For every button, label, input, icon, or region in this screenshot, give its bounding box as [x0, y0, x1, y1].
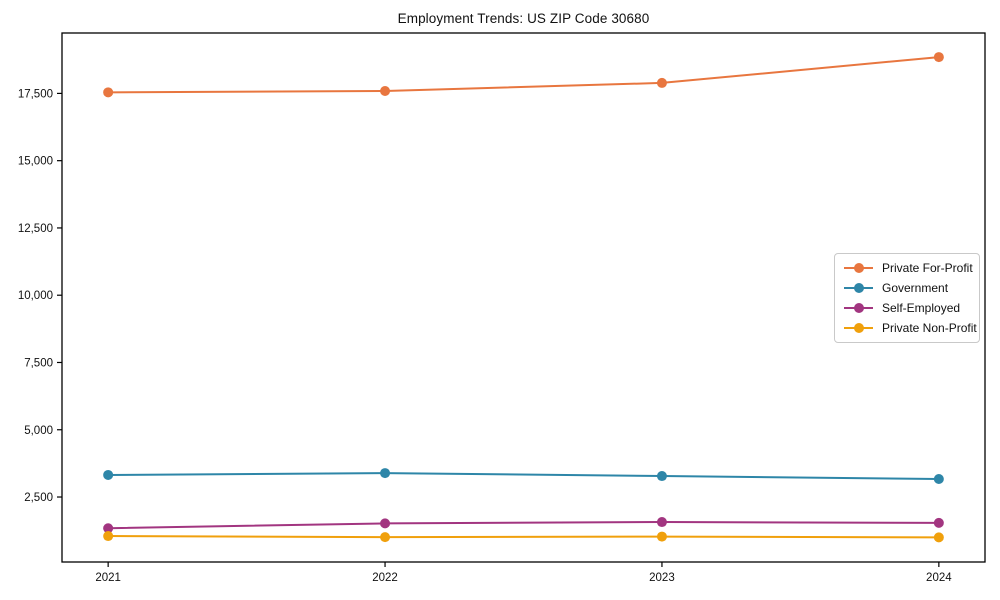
series-line	[107, 56, 940, 94]
data-point-marker	[933, 52, 944, 63]
x-tick-label: 2022	[372, 572, 398, 584]
x-tick-label: 2024	[926, 572, 952, 584]
legend-item: Government	[844, 281, 970, 295]
legend-item: Private For-Profit	[844, 261, 973, 275]
y-tick-label: 15,000	[18, 156, 53, 168]
data-point-marker	[103, 87, 114, 98]
data-point-marker	[656, 77, 667, 88]
legend-marker-dot	[853, 263, 864, 273]
y-tick-label: 12,500	[18, 223, 53, 235]
legend-label: Government	[882, 281, 949, 295]
legend-label: Private For-Profit	[882, 261, 973, 275]
y-tick-label: 2,500	[24, 492, 53, 504]
data-point-marker	[933, 473, 944, 484]
legend-line-marker-icon	[844, 282, 873, 294]
data-point-marker	[656, 517, 667, 528]
y-tick-label: 5,000	[24, 425, 53, 437]
chart-title: Employment Trends: US ZIP Code 30680	[397, 11, 650, 26]
legend-marker-dot	[853, 283, 864, 293]
legend-item: Private Non-Profit	[844, 321, 977, 335]
chart-legend: Private For-Profit Government Self-Employe…	[834, 253, 980, 343]
legend-line-marker-icon	[844, 262, 873, 274]
legend-line-marker-icon	[844, 322, 873, 334]
data-point-marker	[380, 468, 391, 479]
data-point-marker	[380, 518, 391, 529]
series-line	[107, 472, 940, 480]
y-tick-label: 7,500	[24, 357, 53, 369]
legend-label: Self-Employed	[882, 301, 961, 315]
legend-label: Private Non-Profit	[882, 321, 977, 335]
series-line	[107, 521, 940, 530]
legend-item: Self-Employed	[844, 301, 970, 315]
data-point-marker	[380, 532, 391, 543]
legend-marker-dot	[853, 303, 864, 313]
data-point-marker	[380, 85, 391, 96]
data-point-marker	[656, 471, 667, 482]
data-point-marker	[933, 532, 944, 543]
data-point-marker	[656, 531, 667, 542]
y-tick-label: 17,500	[18, 88, 53, 100]
y-tick-label: 10,000	[18, 290, 53, 302]
data-point-marker	[103, 523, 114, 534]
x-tick-label: 2023	[649, 572, 675, 584]
plot-border	[61, 32, 986, 563]
data-point-marker	[933, 517, 944, 528]
legend-marker-dot	[853, 323, 864, 333]
legend-line-marker-icon	[844, 302, 873, 314]
x-tick-label: 2021	[95, 572, 121, 584]
data-point-marker	[103, 531, 114, 542]
data-point-marker	[103, 469, 114, 480]
series-line	[107, 535, 940, 539]
